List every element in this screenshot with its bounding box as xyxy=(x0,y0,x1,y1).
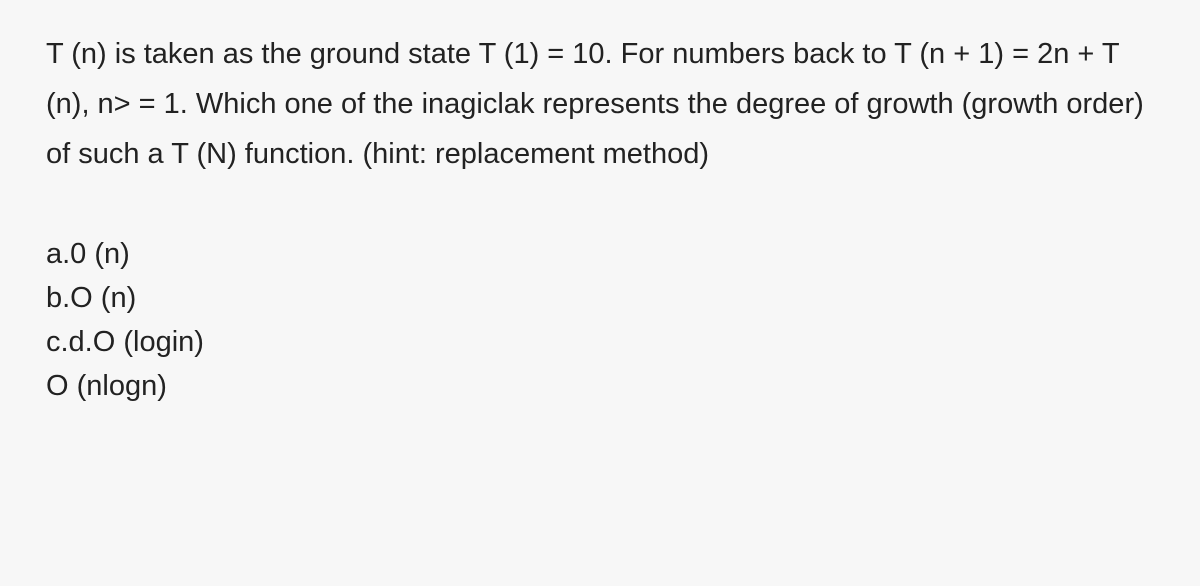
option-b: b.O (n) xyxy=(46,276,1154,320)
question-page: T (n) is taken as the ground state T (1)… xyxy=(0,0,1200,586)
option-d: O (nlogn) xyxy=(46,364,1154,408)
option-a: a.0 (n) xyxy=(46,232,1154,276)
options-list: a.0 (n) b.O (n) c.d.O (login) O (nlogn) xyxy=(46,232,1154,408)
question-text: T (n) is taken as the ground state T (1)… xyxy=(46,30,1154,180)
option-c: c.d.O (login) xyxy=(46,320,1154,364)
